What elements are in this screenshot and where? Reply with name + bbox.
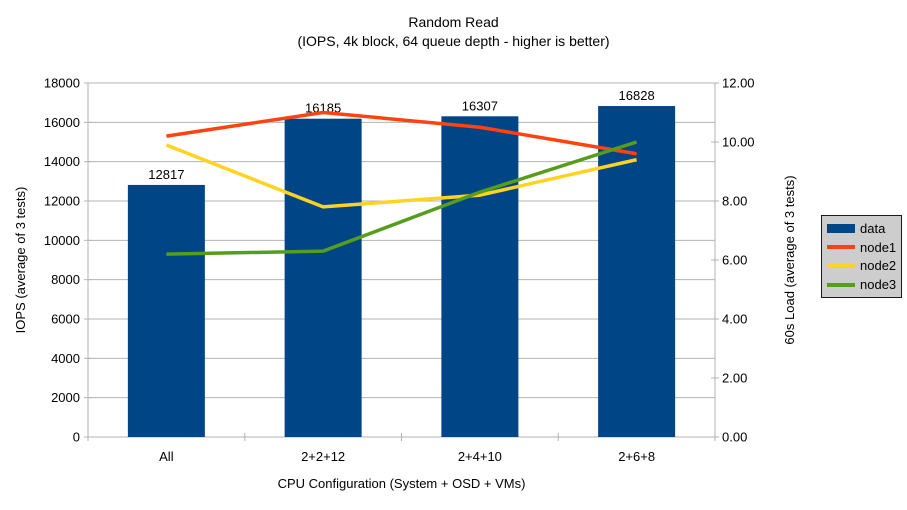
x-axis-title: CPU Configuration (System + OSD + VMs) [278, 476, 526, 491]
bar [127, 184, 205, 437]
y-right-tick-label: 0.00 [722, 430, 747, 445]
y-left-tick-label: 8000 [51, 272, 80, 287]
legend-swatch-data [827, 223, 855, 233]
x-tick-label: All [159, 449, 174, 464]
y-left-tick-label: 12000 [44, 194, 80, 209]
bar-value-label: 12817 [148, 167, 184, 182]
legend-label: node3 [860, 277, 897, 293]
y-left-tick-label: 10000 [44, 233, 80, 248]
legend-swatch-node3 [827, 282, 855, 287]
legend-item-node3: node3 [827, 277, 899, 292]
y-left-tick-label: 2000 [51, 390, 80, 405]
legend-swatch-node2 [827, 263, 855, 268]
y-left-axis-title: IOPS (average of 3 tests) [13, 187, 28, 334]
bar-value-label: 16828 [619, 88, 655, 103]
y-right-axis-title: 60s Load (average of 3 tests) [782, 175, 797, 344]
line-node1 [166, 110, 637, 156]
legend-label: node2 [860, 258, 897, 274]
x-tick-label: 2+2+12 [301, 449, 345, 464]
x-tick-label: 2+4+10 [458, 449, 502, 464]
line-node3 [166, 140, 638, 256]
y-right-tick-label: 6.00 [722, 253, 747, 268]
y-left-tick-label: 4000 [51, 351, 80, 366]
y-left-tick-label: 0 [73, 430, 80, 445]
y-right-tick-label: 8.00 [722, 194, 747, 209]
y-right-tick-label: 12.00 [722, 76, 755, 91]
line-node2 [165, 143, 638, 209]
y-right-tick-label: 4.00 [722, 312, 747, 327]
legend-item-data: data [827, 221, 899, 236]
bar [441, 116, 519, 438]
y-right-tick-label: 2.00 [722, 371, 747, 386]
legend-swatch-node1 [827, 245, 855, 250]
y-left-tick-label: 18000 [44, 76, 80, 91]
y-right-tick-label: 10.00 [722, 135, 755, 150]
legend: data node1 node2 node3 [821, 215, 902, 298]
legend-item-node2: node2 [827, 258, 899, 273]
y-left-tick-label: 14000 [44, 154, 80, 169]
legend-label: node1 [860, 239, 897, 255]
bar [598, 106, 676, 438]
y-left-tick-label: 6000 [51, 312, 80, 327]
legend-item-node1: node1 [827, 240, 899, 255]
y-left-tick-label: 16000 [44, 115, 80, 130]
bar-value-label: 16307 [462, 98, 498, 113]
x-tick-label: 2+6+8 [618, 449, 655, 464]
legend-label: data [860, 220, 886, 236]
bar [284, 118, 362, 437]
